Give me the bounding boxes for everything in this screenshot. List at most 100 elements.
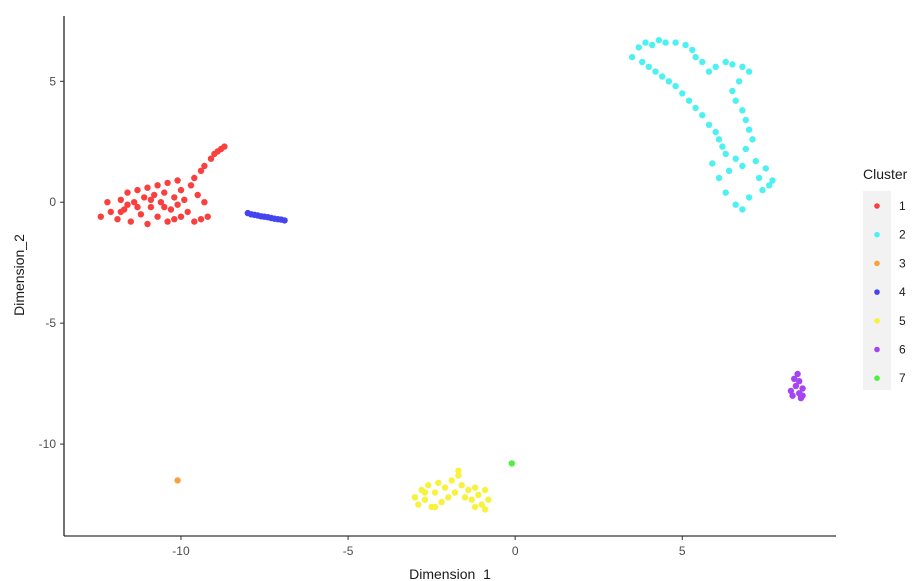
data-points <box>97 37 806 513</box>
data-point-cluster-1 <box>191 218 198 225</box>
data-point-cluster-5 <box>431 489 439 496</box>
data-point-cluster-1 <box>117 208 125 216</box>
data-point-cluster-2 <box>722 189 729 196</box>
legend-key-cluster-7 <box>874 375 880 382</box>
data-point-cluster-2 <box>739 162 746 170</box>
data-point-cluster-5 <box>485 496 492 503</box>
data-point-cluster-1 <box>114 216 121 223</box>
data-point-cluster-6 <box>792 382 800 390</box>
data-point-cluster-2 <box>642 39 649 46</box>
data-point-cluster-1 <box>97 213 105 220</box>
y-axis-ticks: -10 -5 0 5 <box>39 74 64 451</box>
data-point-cluster-1 <box>157 199 165 206</box>
data-point-cluster-5 <box>468 496 475 503</box>
data-point-cluster-2 <box>725 167 733 174</box>
data-point-cluster-1 <box>147 196 155 203</box>
data-point-cluster-2 <box>665 78 673 85</box>
legend: Cluster 1 2 3 4 5 6 7 <box>863 166 908 390</box>
legend-key-cluster-3 <box>874 260 880 267</box>
data-point-cluster-5 <box>465 486 472 494</box>
data-point-cluster-5 <box>431 503 439 511</box>
data-point-cluster-2 <box>759 186 766 194</box>
legend-label-cluster-7: 7 <box>899 371 906 385</box>
data-point-cluster-6 <box>799 392 806 399</box>
data-point-cluster-6 <box>789 392 796 399</box>
data-point-cluster-2 <box>739 63 746 70</box>
data-point-cluster-2 <box>699 58 706 66</box>
legend-items: 1 2 3 4 5 6 7 <box>874 199 906 385</box>
data-point-cluster-5 <box>481 506 489 513</box>
data-point-cluster-2 <box>766 182 773 189</box>
data-point-cluster-1 <box>124 201 131 208</box>
y-tick-label: 5 <box>49 74 56 88</box>
legend-key-cluster-6 <box>874 346 880 353</box>
data-point-cluster-2 <box>732 201 739 208</box>
data-point-cluster-2 <box>685 97 693 104</box>
data-point-cluster-1 <box>177 186 185 194</box>
x-axis-title: Dimension_1 <box>409 566 491 581</box>
data-point-cluster-5 <box>461 494 469 501</box>
y-tick-label: -5 <box>45 316 56 330</box>
y-tick-label: -10 <box>39 437 57 451</box>
data-point-cluster-1 <box>204 213 211 220</box>
data-point-cluster-2 <box>762 165 769 172</box>
data-point-cluster-1 <box>184 208 191 216</box>
data-point-cluster-1 <box>124 189 131 196</box>
data-point-cluster-2 <box>672 82 679 90</box>
data-point-cluster-2 <box>645 63 652 70</box>
data-point-cluster-2 <box>699 112 706 119</box>
data-point-cluster-5 <box>425 482 432 489</box>
data-point-cluster-2 <box>662 39 669 46</box>
data-point-cluster-5 <box>415 501 422 508</box>
data-point-cluster-2 <box>732 97 739 104</box>
data-point-cluster-5 <box>441 484 449 491</box>
legend-key-cluster-4 <box>874 289 880 295</box>
data-point-cluster-6 <box>791 375 798 382</box>
data-point-cluster-6 <box>796 378 803 385</box>
data-point-cluster-2 <box>732 155 739 162</box>
data-point-cluster-2 <box>752 157 759 165</box>
data-point-cluster-1 <box>137 211 145 218</box>
data-point-cluster-2 <box>739 206 746 213</box>
data-point-cluster-2 <box>755 174 763 182</box>
data-point-cluster-1 <box>134 186 141 194</box>
data-point-cluster-1 <box>147 203 155 211</box>
data-point-cluster-1 <box>221 143 228 150</box>
data-point-cluster-5 <box>478 501 485 508</box>
legend-label-cluster-2: 2 <box>899 228 906 242</box>
data-point-cluster-1 <box>174 201 181 208</box>
x-tick-label: -10 <box>172 544 190 558</box>
data-point-cluster-1 <box>141 194 148 201</box>
data-point-cluster-1 <box>191 174 198 182</box>
legend-label-cluster-5: 5 <box>899 314 906 328</box>
data-point-cluster-1 <box>171 194 178 201</box>
data-point-cluster-6 <box>794 370 801 378</box>
legend-label-cluster-1: 1 <box>899 199 906 213</box>
y-tick-label: 0 <box>49 195 56 209</box>
data-point-cluster-2 <box>692 104 699 112</box>
data-point-cluster-5 <box>458 482 465 489</box>
x-tick-label: 5 <box>679 544 686 558</box>
data-point-cluster-2 <box>729 61 736 68</box>
data-point-cluster-2 <box>712 63 719 70</box>
data-point-cluster-2 <box>722 150 729 158</box>
data-point-cluster-1 <box>164 218 171 225</box>
legend-key-cluster-2 <box>874 231 880 238</box>
data-point-cluster-5 <box>421 496 429 503</box>
data-point-cluster-2 <box>628 53 636 61</box>
data-point-cluster-2 <box>659 73 666 80</box>
data-point-cluster-5 <box>455 467 462 474</box>
y-axis-title: Dimension_2 <box>11 234 27 316</box>
data-point-cluster-2 <box>672 39 679 46</box>
data-point-cluster-1 <box>117 196 125 203</box>
data-point-cluster-5 <box>451 489 459 496</box>
data-point-cluster-1 <box>177 213 185 220</box>
data-point-cluster-2 <box>692 53 699 61</box>
data-point-cluster-5 <box>438 498 445 506</box>
data-point-cluster-6 <box>787 387 795 395</box>
data-point-cluster-2 <box>722 58 729 66</box>
data-point-cluster-1 <box>161 203 168 211</box>
data-point-cluster-5 <box>475 491 482 499</box>
data-point-cluster-2 <box>682 41 689 49</box>
